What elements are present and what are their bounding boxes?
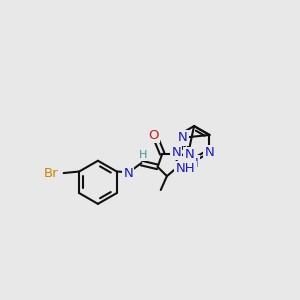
Text: N: N [189, 157, 199, 169]
Text: N: N [178, 131, 187, 144]
Text: N: N [185, 148, 194, 161]
Text: Br: Br [44, 167, 58, 180]
Text: NH: NH [176, 162, 195, 175]
Text: N: N [171, 146, 181, 159]
Text: O: O [148, 129, 159, 142]
Text: N: N [123, 167, 133, 180]
Text: H: H [139, 150, 147, 160]
Text: NH: NH [176, 162, 195, 175]
Text: N: N [171, 146, 181, 159]
Text: N: N [123, 167, 133, 180]
Text: N: N [205, 146, 214, 159]
